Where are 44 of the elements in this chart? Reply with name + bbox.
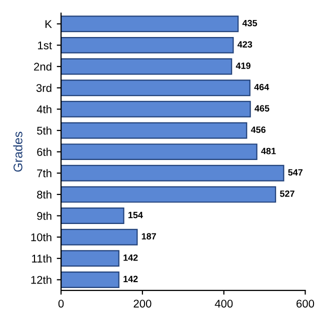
y-tick-label: 8th (37, 190, 52, 199)
data-label: 187 (142, 233, 156, 240)
bar (61, 122, 248, 139)
y-axis-title: Grades (13, 132, 22, 172)
y-tick-label: 5th (37, 126, 52, 135)
y-tick-label: 9th (37, 212, 52, 220)
bar (61, 186, 276, 203)
y-tick-label: 10th (31, 233, 52, 242)
bar (61, 80, 250, 96)
y-tick-label: 6th (37, 148, 52, 156)
data-label: 142 (124, 254, 138, 261)
y-tick-label: 1st (38, 42, 52, 50)
data-label: 435 (242, 20, 258, 26)
data-label: 465 (254, 105, 270, 112)
bar (61, 16, 239, 32)
data-label: 142 (124, 276, 138, 282)
data-label: 419 (236, 62, 250, 69)
bar (61, 36, 234, 54)
bar (61, 208, 124, 224)
x-tick-label: 400 (214, 300, 233, 308)
x-tick-label: 600 (296, 300, 314, 308)
bar (61, 272, 120, 288)
bar (61, 58, 232, 75)
y-tick-label: 4th (36, 105, 52, 114)
data-label: 456 (250, 126, 266, 133)
bar (61, 144, 258, 160)
data-label: 527 (280, 190, 294, 197)
data-label: 464 (254, 84, 270, 90)
y-tick-label: 7th (37, 169, 52, 178)
y-tick-label: 2nd (34, 62, 52, 71)
x-tick-label: 0 (58, 300, 64, 308)
bar (61, 250, 120, 267)
bar (61, 228, 138, 246)
data-label: 423 (238, 41, 252, 48)
bar (61, 100, 251, 118)
data-label: 154 (128, 212, 143, 218)
x-tick-label: 200 (134, 300, 152, 308)
data-label: 481 (261, 148, 276, 154)
y-tick-label: 12th (31, 276, 52, 284)
y-tick-label: 11th (32, 254, 52, 263)
y-tick-label: 3rd (36, 84, 52, 92)
y-tick-label: K (46, 20, 52, 28)
bar (61, 164, 284, 182)
data-label: 547 (288, 169, 303, 176)
